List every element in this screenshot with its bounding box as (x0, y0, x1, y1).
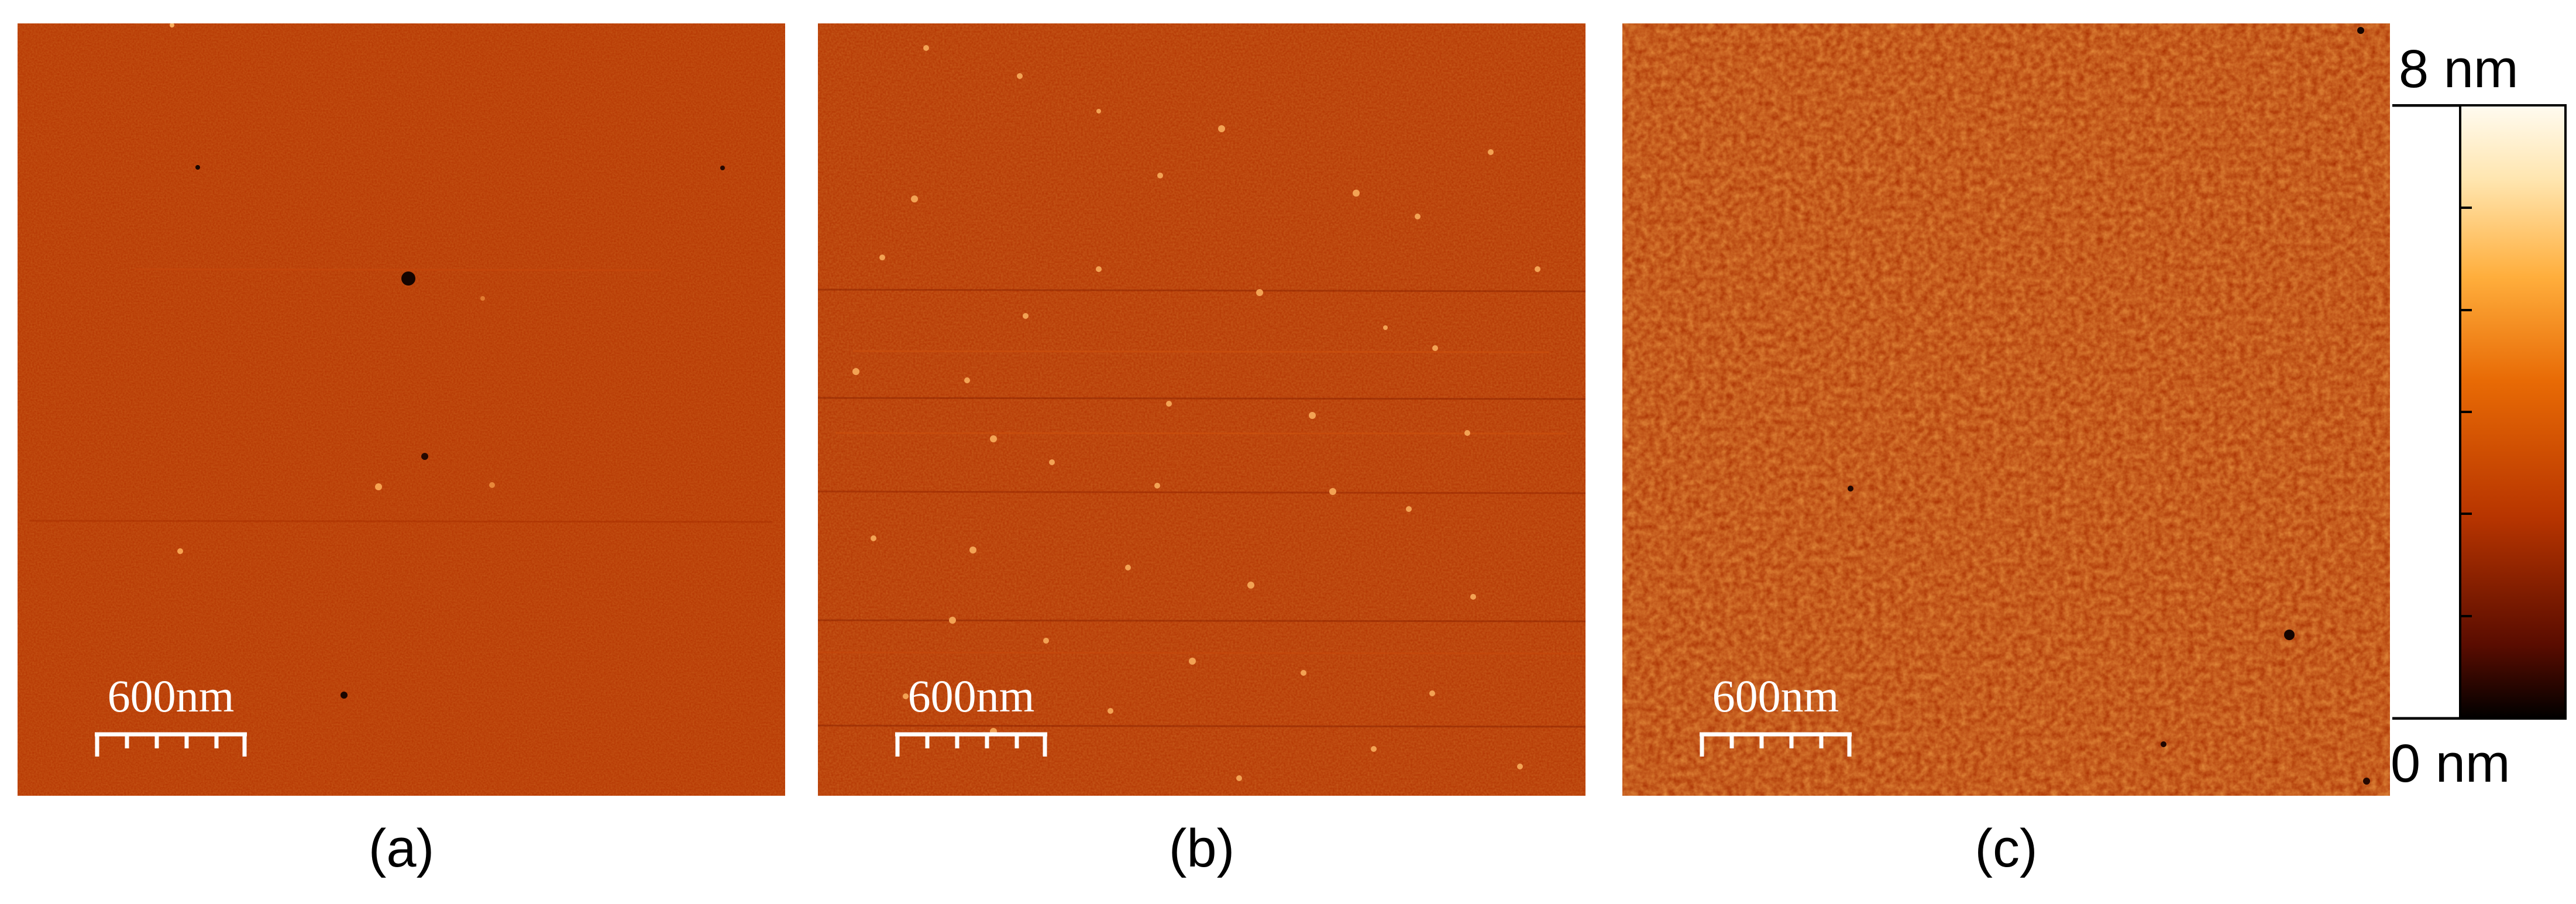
scale-bar-b: 600nm (895, 670, 1047, 764)
colorbar-max-label: 8 nm (2399, 39, 2519, 99)
caption-c: (c) (1975, 819, 2038, 878)
scale-bar-label-b: 600nm (907, 671, 1035, 721)
afm-texture-b (818, 23, 1586, 796)
scale-bar-c: 600nm (1700, 670, 1852, 764)
afm-image-b: 600nm (818, 23, 1586, 796)
scale-bar-label-a: 600nm (107, 671, 235, 721)
scale-bar-ruler-b (895, 732, 1047, 757)
scale-bar-label-c: 600nm (1712, 671, 1839, 721)
scale-bar-ruler-c (1700, 732, 1852, 757)
afm-texture-c (1622, 23, 2390, 796)
afm-image-c: 600nm (1622, 23, 2390, 796)
height-colorbar (2392, 104, 2567, 720)
scale-bar-a: 600nm (95, 670, 247, 764)
colorbar-min-label: 0 nm (2391, 734, 2510, 793)
caption-a: (a) (368, 819, 435, 878)
scale-bar-ruler-a (95, 732, 247, 757)
afm-texture-a (18, 23, 785, 796)
caption-b: (b) (1168, 819, 1235, 878)
afm-image-a: 600nm (18, 23, 785, 796)
